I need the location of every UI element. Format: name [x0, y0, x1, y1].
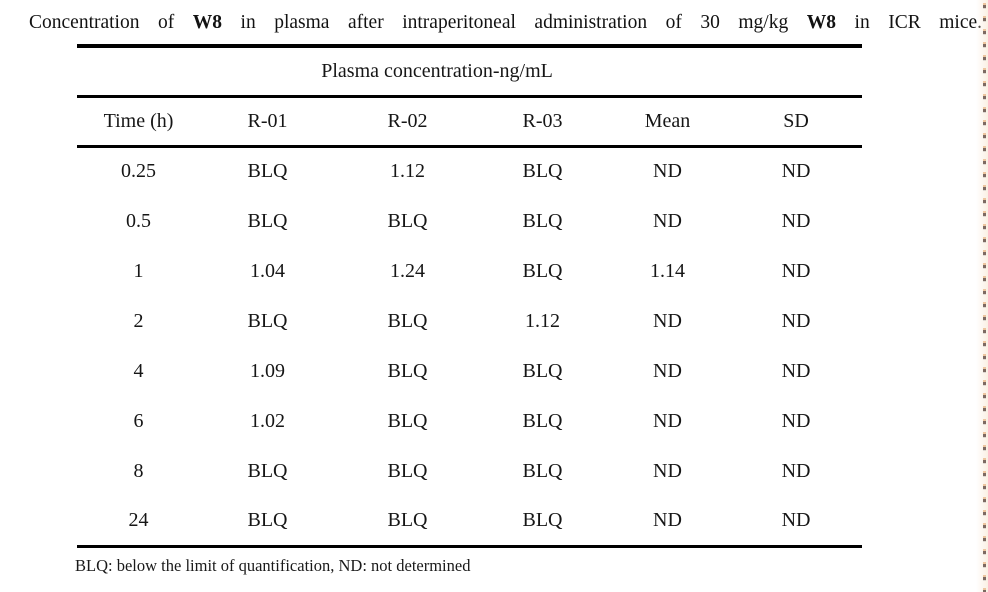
- table-cell: BLQ: [480, 496, 605, 548]
- table-row: 2 BLQ BLQ 1.12 ND ND: [77, 296, 862, 346]
- column-header-mean: Mean: [605, 96, 730, 148]
- table-cell: BLQ: [522, 409, 563, 432]
- plasma-concentration-table: Plasma concentration-ng/mL Time (h) R-01 R…: [77, 44, 863, 548]
- table-cell: ND: [653, 309, 682, 332]
- table-cell: 6: [133, 409, 144, 432]
- table-row: 4 1.09 BLQ BLQ ND ND: [77, 346, 862, 396]
- table-cell: BLQ: [522, 359, 563, 382]
- table-cell: 1.14: [650, 259, 685, 282]
- table-cell: 1.24: [390, 259, 425, 282]
- table-cell: ND: [781, 309, 811, 332]
- compound-name: W8: [806, 12, 836, 33]
- table-cell: BLQ: [335, 496, 480, 548]
- table-cell: 8: [133, 459, 144, 482]
- table-group-header: Plasma concentration-ng/mL: [77, 44, 863, 98]
- caption-text-suffix: in ICR mice.: [836, 12, 983, 33]
- table-cell: BLQ: [387, 459, 428, 482]
- table-cell: BLQ: [522, 259, 563, 282]
- table-cell: ND: [781, 160, 811, 183]
- table-row: 6 1.02 BLQ BLQ ND ND: [77, 396, 862, 446]
- scan-edge-artifact: [976, 0, 988, 592]
- table-cell: 1.04: [250, 259, 285, 282]
- table-body: 0.25 BLQ 1.12 BLQ ND ND 0.5 BLQ BLQ BLQ ND ND 1 1.04 1…: [77, 146, 863, 548]
- table-cell: 0.25: [121, 160, 156, 183]
- column-header-r-01: R-01: [200, 96, 335, 148]
- column-header-sd: SD: [730, 96, 863, 148]
- table-footnote: BLQ: below the limit of quantification, …: [75, 555, 471, 575]
- table-group-header-row: Plasma concentration-ng/mL: [77, 44, 863, 98]
- table-cell: ND: [781, 209, 811, 232]
- table-cell: ND: [653, 209, 682, 232]
- table-cell: ND: [781, 459, 811, 482]
- table-cell: 4: [133, 359, 144, 382]
- table-cell: ND: [653, 359, 682, 382]
- caption-text-prefix: Concentration of: [29, 12, 193, 33]
- caption-text-middle: in plasma after intraperitoneal administ…: [222, 12, 807, 33]
- table-cell: BLQ: [247, 209, 288, 232]
- table-cell: 1.09: [250, 359, 285, 382]
- table-cell: ND: [653, 459, 682, 482]
- table-caption: Concentration of W8 in plasma after intr…: [0, 0, 988, 36]
- table-row: 24 BLQ BLQ BLQ ND ND: [77, 496, 863, 548]
- table-cell: BLQ: [247, 459, 288, 482]
- table-cell: BLQ: [247, 160, 288, 183]
- table-cell: BLQ: [387, 309, 428, 332]
- table-cell: ND: [781, 409, 811, 432]
- column-header-r-03: R-03: [480, 96, 605, 148]
- table-cell: BLQ: [387, 209, 428, 232]
- table-header-row: Time (h) R-01 R-02 R-03 Mean SD: [77, 96, 863, 148]
- table-head: Plasma concentration-ng/mL Time (h) R-01 R…: [77, 44, 863, 148]
- table-cell: BLQ: [387, 359, 428, 382]
- table-row: 1 1.04 1.24 BLQ 1.14 ND: [77, 246, 862, 296]
- table-row: 0.5 BLQ BLQ BLQ ND ND: [77, 196, 862, 246]
- table-cell: ND: [653, 160, 682, 183]
- table-cell: BLQ: [522, 209, 563, 232]
- compound-name: W8: [192, 12, 223, 33]
- table-cell: BLQ: [522, 459, 563, 482]
- table-cell: ND: [730, 496, 863, 548]
- table-cell: ND: [781, 359, 811, 382]
- table-cell: BLQ: [200, 496, 335, 548]
- table-cell: 1.12: [390, 160, 425, 183]
- table-cell: BLQ: [247, 309, 288, 332]
- table-cell: ND: [781, 259, 811, 282]
- table-cell: 24: [77, 496, 200, 548]
- table-row: 8 BLQ BLQ BLQ ND ND: [77, 446, 862, 496]
- table-cell: BLQ: [387, 409, 428, 432]
- table-cell: BLQ: [522, 160, 563, 183]
- column-header-time-h: Time (h): [77, 96, 200, 148]
- table-cell: ND: [605, 496, 730, 548]
- table-cell: 1: [133, 259, 144, 282]
- table-cell: 1.02: [250, 409, 285, 432]
- column-header-r-02: R-02: [335, 96, 480, 148]
- table-cell: 2: [133, 309, 144, 332]
- table-cell: ND: [653, 409, 682, 432]
- table-cell: 1.12: [525, 309, 560, 332]
- table-row: 0.25 BLQ 1.12 BLQ ND ND: [77, 146, 862, 196]
- table-cell: 0.5: [126, 209, 151, 232]
